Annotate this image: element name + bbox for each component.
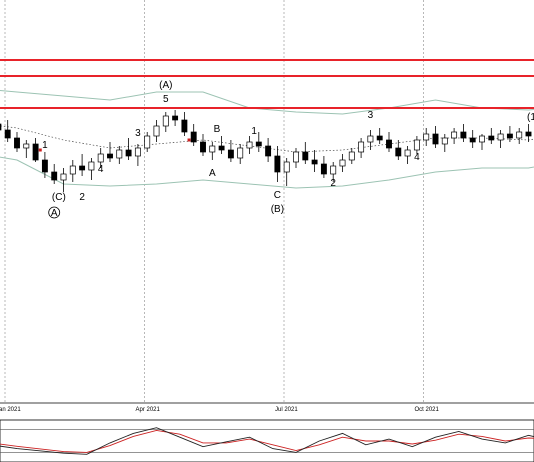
wave-label: 3 — [368, 110, 374, 121]
candle-body — [125, 149, 132, 157]
wave-label: (B) — [271, 204, 284, 215]
sell-signal-marker — [187, 138, 191, 142]
wave-label: C — [274, 190, 281, 201]
candle-body — [209, 145, 216, 153]
candle-body — [525, 131, 532, 137]
candle-body — [4, 129, 11, 139]
candle-body — [497, 133, 504, 141]
candle-body — [134, 147, 141, 157]
candle-body — [153, 125, 160, 137]
candle-body — [60, 173, 67, 181]
candles — [0, 110, 532, 192]
candle-body — [88, 161, 95, 171]
wave-label: 4 — [414, 152, 420, 163]
candle-body — [116, 149, 123, 159]
oscillator-panel-frame — [0, 419, 534, 462]
candle-body — [255, 141, 262, 147]
wave-label: (1) — [527, 112, 534, 123]
wave-labels: (C)2A143(A)5BA1C(B)234(C)5(2)(1)(3)(4)(5… — [42, 80, 534, 219]
candle-body — [451, 131, 458, 139]
channel-upper-line — [0, 90, 534, 115]
candle-body — [395, 147, 402, 157]
wave-label: 1 — [42, 140, 48, 151]
wave-label: 5 — [163, 94, 169, 105]
x-tick-label: Jul 2021 — [275, 407, 298, 413]
candle-body — [107, 153, 113, 159]
wave-label: 2 — [330, 178, 336, 189]
candle-body — [246, 141, 253, 149]
candle-body — [413, 139, 420, 151]
candle-body — [237, 147, 244, 159]
candle-body — [302, 151, 309, 161]
candle-body — [14, 137, 20, 149]
candle-body — [293, 151, 299, 163]
candle-body — [506, 133, 513, 139]
x-tick-label: Jan 2021 — [0, 407, 21, 413]
candle-body — [144, 135, 151, 149]
candle-body — [274, 155, 281, 173]
candle-body — [432, 133, 439, 145]
candle-body — [79, 165, 86, 171]
candle-body — [469, 137, 476, 143]
candle-body — [423, 133, 430, 141]
candle-body — [0, 123, 2, 131]
candle-body — [23, 143, 30, 149]
candle-body — [479, 135, 485, 143]
candle-body — [386, 139, 392, 149]
candle-body — [311, 159, 318, 165]
wave-label-circle — [48, 206, 61, 219]
candle-body — [348, 151, 355, 161]
oscillator-fast-line — [0, 427, 534, 455]
candle-body — [227, 149, 234, 159]
wave-label: (C) — [52, 192, 66, 203]
candle-body — [41, 159, 48, 173]
wave-label: A — [209, 168, 216, 179]
candle-body — [516, 131, 523, 139]
candle-body — [367, 135, 374, 143]
candle-body — [172, 115, 179, 121]
oscillator-slow-line — [0, 429, 534, 453]
wave-label: (A) — [159, 80, 172, 91]
sell-signal-marker — [38, 148, 42, 152]
channel-lower-line — [0, 156, 534, 189]
candle-body — [69, 165, 76, 175]
oscillator-panel — [0, 419, 534, 462]
candle-body — [460, 131, 467, 139]
candle-body — [32, 143, 39, 161]
x-tick-label: Oct 2021 — [415, 407, 440, 413]
candle-body — [320, 163, 327, 175]
signal-markers — [38, 138, 191, 152]
candle-body — [283, 161, 290, 173]
candle-body — [190, 131, 197, 143]
candle-body — [181, 119, 188, 133]
wave-label: B — [214, 124, 221, 135]
resistance-lines — [0, 59, 534, 109]
wave-label: 1 — [251, 126, 257, 137]
candle-body — [339, 159, 346, 167]
wave-label: 3 — [135, 128, 141, 139]
candle-body — [441, 137, 448, 145]
candle-body — [358, 141, 365, 153]
candle-body — [376, 135, 383, 141]
candle-body — [488, 135, 495, 141]
candle-body — [97, 153, 104, 163]
candle-body — [330, 165, 337, 175]
x-tick-label: Apr 2021 — [136, 407, 161, 413]
candle-body — [200, 141, 206, 153]
candle-body — [218, 145, 225, 151]
candle-body — [162, 115, 169, 127]
candle-body — [265, 145, 272, 157]
wave-label: 4 — [98, 164, 104, 175]
wave-label: A — [51, 208, 58, 219]
candle-body — [51, 171, 58, 181]
candle-body — [404, 149, 411, 157]
wave-label: 2 — [79, 192, 85, 203]
